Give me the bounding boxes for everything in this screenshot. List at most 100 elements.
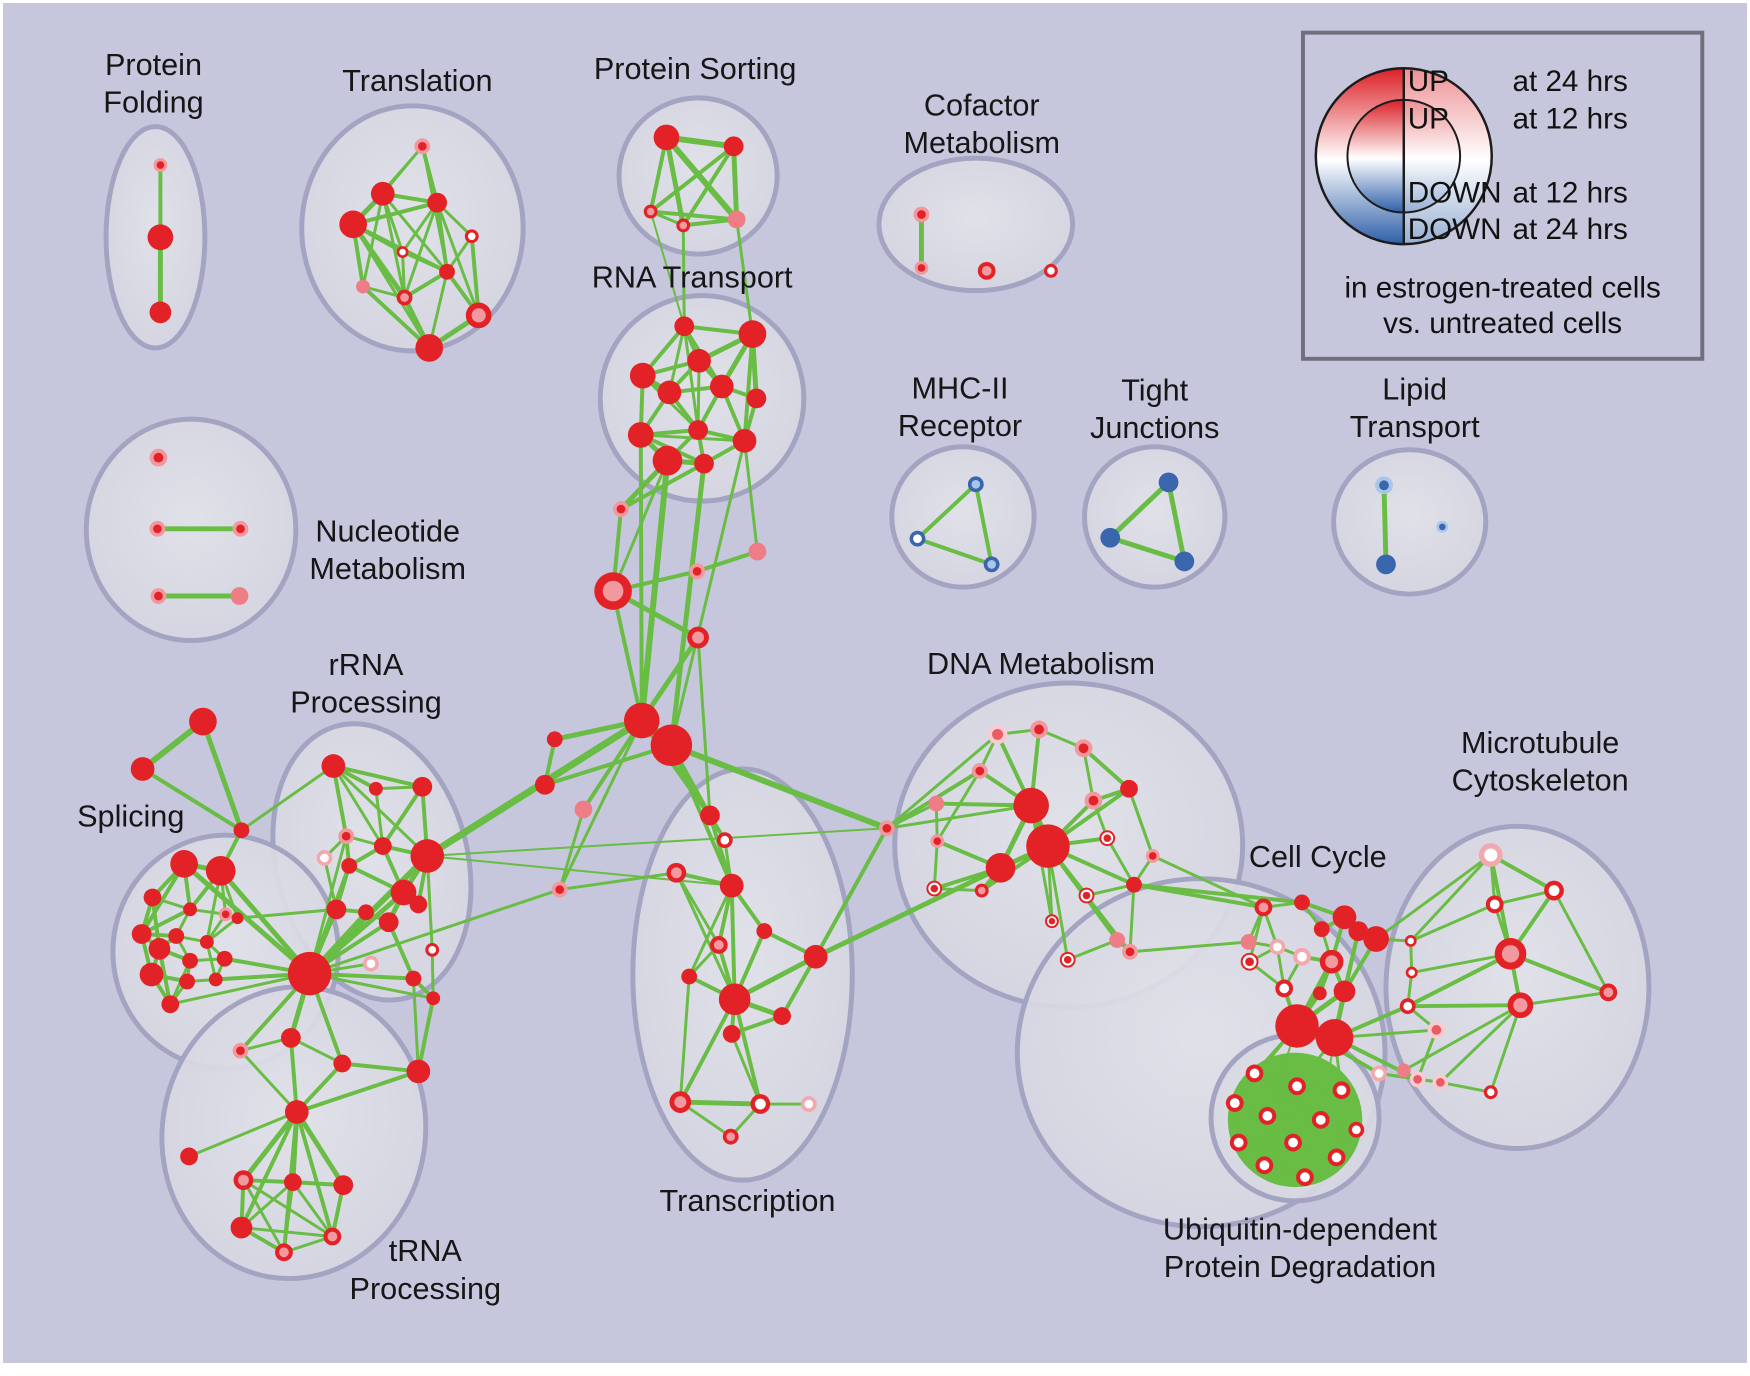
network-node-core-tr9 [471, 308, 486, 323]
network-edge [332, 765, 385, 847]
network-edge [696, 549, 758, 574]
network-edge [401, 201, 439, 253]
network-node-core-dm0 [992, 728, 1003, 740]
cluster-label-protein-folding-line0: Protein [105, 48, 202, 82]
network-node-core-tc13 [804, 1099, 814, 1109]
network-node-core-tc6 [684, 972, 694, 981]
network-node-core-tr3 [345, 216, 361, 233]
network-node-core-ps2 [646, 207, 655, 216]
network-node-core-dm1 [1034, 724, 1044, 735]
network-edge [1152, 854, 1265, 909]
network-node-core-cn0 [616, 504, 626, 514]
network-node-core-sp8 [234, 914, 241, 922]
network-edge [678, 998, 737, 1103]
network-node-core-dm15 [1129, 880, 1139, 889]
network-edge [288, 1037, 299, 1113]
network-node-core-rt5 [715, 379, 729, 394]
network-node-core-tr6 [442, 267, 452, 277]
cluster-label-protein-folding-line1: Folding [103, 86, 203, 120]
network-node-core-cc5 [1369, 931, 1384, 947]
network-node-core-cc18 [1403, 1001, 1413, 1011]
network-node-core-rr12 [428, 946, 437, 954]
network-node-core-mh0 [971, 479, 981, 489]
network-node-core-cc6 [1272, 942, 1282, 952]
network-edge [649, 211, 686, 327]
network-node-core-pf2 [154, 306, 167, 319]
network-node-core-tp10 [327, 1231, 338, 1242]
network-node-core-sp1 [136, 762, 150, 776]
network-node-core-dm2 [1078, 743, 1089, 754]
network-edge [650, 209, 737, 222]
network-node-core-rr9 [330, 903, 342, 915]
network-edge [1411, 952, 1511, 975]
network-node-core-mh1 [913, 534, 922, 544]
network-edge [430, 949, 435, 999]
network-edge [696, 637, 712, 816]
network-node-core-nm1 [153, 524, 162, 534]
legend-caption-line1: in estrogen-treated cells [1344, 272, 1660, 305]
network-edge [425, 717, 644, 859]
network-edge [732, 998, 763, 1105]
network-node-core-cc3 [1317, 924, 1327, 934]
network-node-core-rt6 [750, 392, 762, 404]
network-node-core-tr8 [400, 293, 409, 302]
network-node-core-rt10 [659, 452, 676, 469]
network-node-core-dm13 [977, 886, 986, 895]
network-node-core-tr5 [399, 248, 406, 256]
network-node-core-sp10 [171, 931, 181, 941]
network-node-core-cc7 [1297, 951, 1307, 962]
network-edge [1552, 889, 1610, 994]
network-node-core-rr14 [409, 974, 418, 983]
network-node-core-tr0 [417, 141, 427, 151]
network-node-core-tp8 [337, 1179, 349, 1191]
network-node-core-mt6 [1436, 1077, 1445, 1087]
network-edge [558, 719, 644, 891]
network-edge [1520, 990, 1609, 1007]
network-edge [1410, 903, 1496, 943]
network-node-core-cc19 [1431, 1025, 1442, 1035]
network-edge [239, 1111, 299, 1229]
network-edge [332, 764, 423, 789]
network-node-core-ps1 [728, 140, 740, 152]
network-edge [681, 225, 686, 327]
network-edge [886, 802, 937, 830]
network-node-core-mt8 [1399, 1066, 1408, 1075]
network-edge [681, 145, 736, 227]
network-node-core-dm5 [1088, 795, 1099, 806]
network-node-core-ub10 [1259, 1160, 1270, 1171]
network-node-core-tr4 [467, 232, 476, 241]
network-edge [1105, 837, 1136, 886]
network-edge [731, 1014, 783, 1036]
network-edge [1067, 938, 1118, 962]
network-edge [381, 192, 449, 273]
network-edge [674, 872, 736, 1000]
legend-up-24-label: UP [1408, 65, 1449, 98]
network-node-core-rt7 [692, 424, 704, 436]
network-edge [200, 720, 244, 832]
network-node-core-tp9 [235, 1221, 248, 1234]
network-node-core-tc3 [725, 879, 739, 893]
network-edge [296, 1069, 419, 1114]
network-node-core-dm18 [1063, 955, 1072, 964]
network-edge [294, 1110, 346, 1187]
network-node-core-tc11 [674, 1096, 687, 1109]
network-edge [916, 536, 993, 567]
network-node-core-rr0 [326, 759, 340, 773]
network-edge [611, 460, 669, 592]
network-node-core-ub7 [1233, 1137, 1244, 1148]
network-node-core-cc14 [1324, 1027, 1345, 1049]
network-edge [469, 236, 481, 316]
network-node-core-rr17 [297, 961, 322, 986]
network-node-core-sp15 [144, 968, 159, 982]
network-node-core-dm12 [930, 884, 939, 893]
network-node-core-cm1 [917, 264, 926, 272]
network-edge [813, 827, 889, 958]
network-node-core-mt3 [1501, 945, 1520, 963]
network-edge [664, 135, 739, 222]
legend-down-24-time: at 24 hrs [1513, 213, 1628, 246]
network-node-core-ps4 [731, 214, 742, 225]
network-edge [544, 743, 672, 787]
network-edge [742, 333, 755, 441]
network-edge [416, 997, 436, 1072]
